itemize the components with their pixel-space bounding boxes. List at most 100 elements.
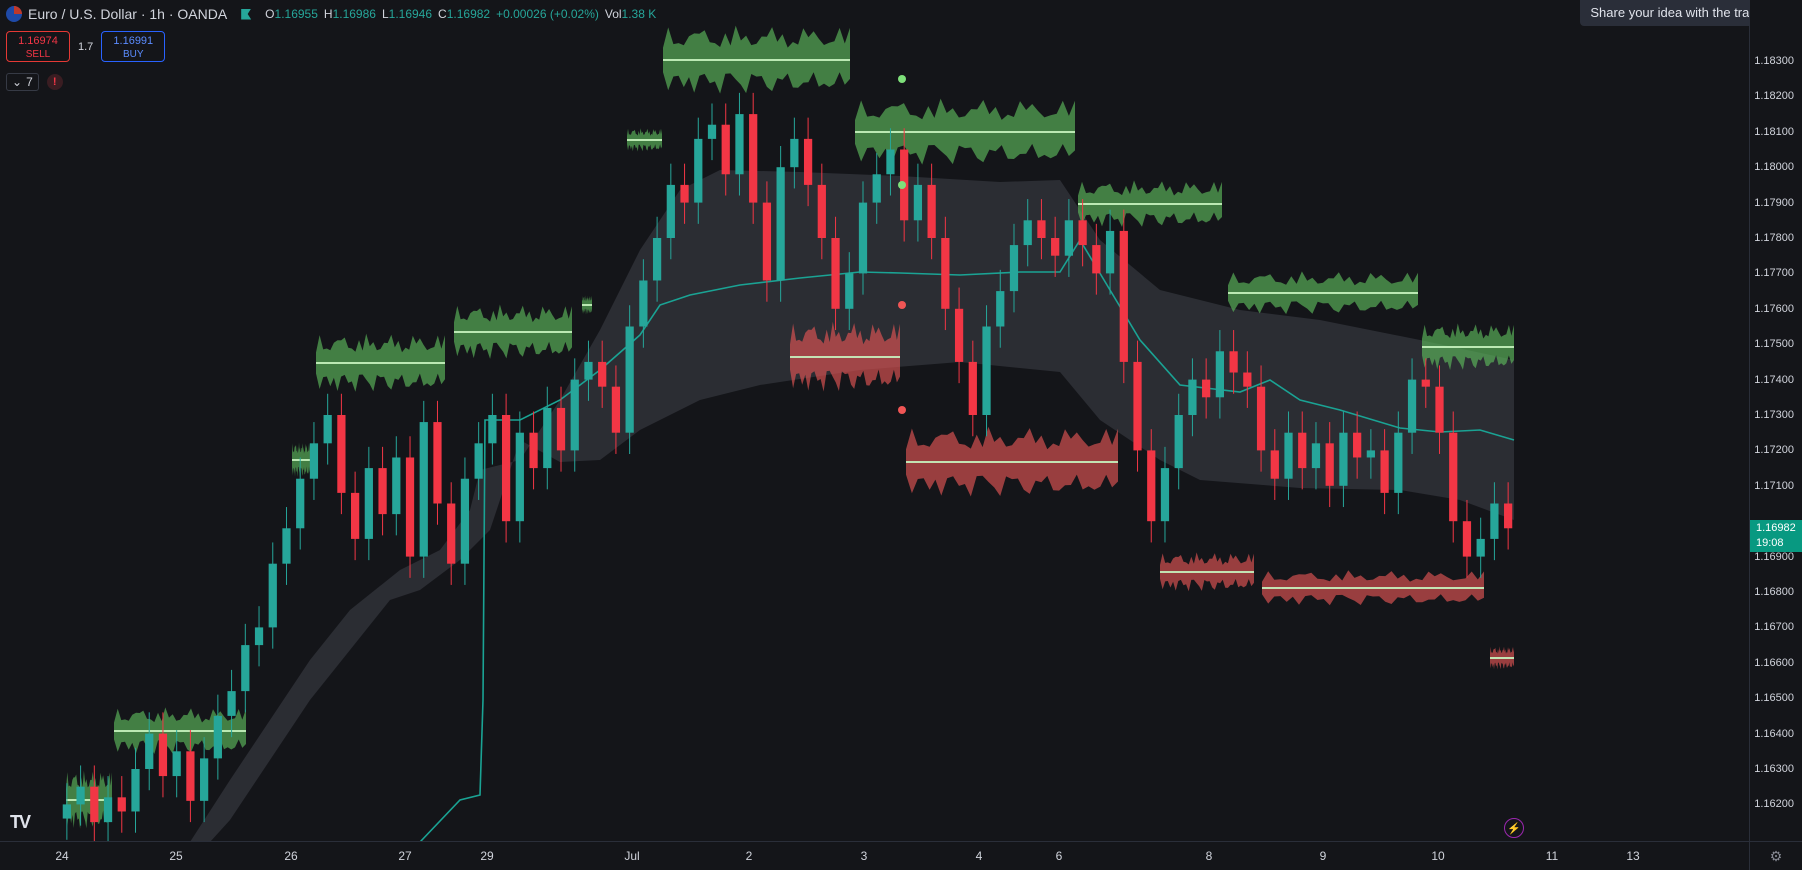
candle — [845, 273, 854, 309]
candle — [790, 138, 799, 168]
candle — [1449, 432, 1458, 522]
candle — [639, 280, 648, 327]
price-chart[interactable] — [0, 0, 1750, 842]
pivot-marker — [898, 301, 906, 309]
candle — [694, 138, 703, 203]
candle — [474, 443, 483, 479]
indicators-row: ⌄ 7 ! — [6, 73, 63, 91]
candle — [172, 751, 181, 777]
warning-icon[interactable]: ! — [46, 74, 63, 90]
trade-panel: 1.16974 SELL 1.7 1.16991 BUY — [6, 31, 166, 62]
candle — [378, 468, 387, 515]
candle — [1105, 230, 1115, 274]
time-tick: 2 — [745, 849, 753, 863]
candle — [1380, 450, 1389, 493]
candle — [1407, 379, 1417, 433]
candle — [515, 432, 524, 522]
candle — [954, 308, 964, 362]
candle — [460, 478, 470, 564]
candle — [570, 379, 579, 451]
candle — [1490, 503, 1499, 539]
candle — [186, 751, 195, 801]
time-tick: 27 — [398, 849, 412, 863]
candle — [76, 786, 85, 805]
candle — [803, 138, 813, 185]
candle — [556, 407, 566, 451]
candle — [1311, 443, 1321, 469]
time-tick: 8 — [1205, 849, 1213, 863]
buy-button[interactable]: 1.16991 BUY — [101, 31, 166, 62]
candle — [666, 184, 675, 238]
candle — [241, 645, 250, 692]
candle — [1215, 351, 1224, 398]
indicators-toggle[interactable]: ⌄ 7 — [6, 73, 39, 91]
price-tick: 1.18000 — [1754, 161, 1794, 174]
candle — [611, 386, 621, 433]
candle — [762, 202, 772, 281]
candle — [254, 627, 264, 646]
candle — [749, 114, 758, 203]
settings-gear-icon[interactable]: ⚙ — [1749, 841, 1802, 870]
price-tick: 1.16600 — [1754, 656, 1794, 669]
sell-button[interactable]: 1.16974 SELL — [6, 31, 70, 62]
candle — [364, 468, 373, 539]
candle — [996, 291, 1005, 327]
candle — [529, 432, 538, 469]
candle — [447, 503, 456, 564]
spread-value: 1.7 — [78, 40, 94, 53]
tradingview-logo[interactable]: TV — [10, 812, 31, 832]
candle — [543, 407, 552, 469]
candle — [652, 238, 662, 281]
candle — [1325, 443, 1334, 486]
chevron-down-icon: ⌄ — [12, 75, 23, 89]
price-tick: 1.18200 — [1754, 90, 1794, 103]
change-value: +0.00026 (+0.02%) — [496, 7, 599, 21]
candle — [1229, 351, 1238, 373]
candle — [1270, 450, 1279, 479]
price-tick: 1.18100 — [1754, 125, 1794, 138]
time-tick: 29 — [480, 849, 494, 863]
candle — [927, 184, 936, 238]
time-tick: 4 — [975, 849, 983, 863]
candle — [158, 733, 168, 777]
candle — [405, 457, 415, 557]
price-tick: 1.17300 — [1754, 409, 1794, 421]
candle — [1160, 468, 1170, 522]
candle — [62, 804, 71, 819]
candle — [1394, 432, 1403, 493]
price-tick: 1.16200 — [1754, 798, 1794, 811]
eurusd-flag-icon — [6, 6, 22, 22]
candle — [103, 797, 113, 823]
symbol-title[interactable]: Euro / U.S. Dollar · 1h · OANDA — [28, 6, 228, 22]
symbol-legend: Euro / U.S. Dollar · 1h · OANDA O1.16955… — [6, 6, 656, 22]
candle — [392, 457, 401, 515]
candle — [1188, 379, 1197, 415]
price-tick: 1.16400 — [1754, 727, 1794, 740]
price-tick: 1.16700 — [1754, 621, 1794, 634]
candle — [268, 563, 277, 628]
pivot-marker — [898, 181, 906, 189]
candle — [433, 422, 442, 504]
price-tick: 1.17800 — [1754, 232, 1794, 244]
candle — [584, 361, 593, 380]
candle — [1462, 521, 1472, 557]
candle — [1421, 379, 1430, 387]
moving-average-line — [419, 238, 1515, 842]
candle — [213, 715, 222, 759]
price-tick: 1.18300 — [1754, 55, 1794, 67]
candle — [735, 114, 744, 175]
market-status-flag-icon[interactable] — [241, 8, 252, 20]
lightning-icon[interactable]: ⚡ — [1504, 818, 1524, 838]
candle — [1147, 450, 1156, 522]
candle — [419, 422, 428, 557]
candle — [323, 415, 332, 444]
candle — [858, 202, 868, 274]
time-tick: 3 — [860, 849, 868, 863]
time-axis[interactable]: 24 25 26 27 29 Jul 2 3 4 6 8 9 10 11 13 — [0, 841, 1750, 870]
ohlc-values: O1.16955 H1.16986 L1.16946 C1.16982 +0.0… — [265, 7, 657, 21]
volatility-band — [190, 170, 1514, 842]
volume-label: Vol — [604, 7, 622, 21]
price-axis[interactable]: 1.18300 1.18200 1.18100 1.18000 1.17900 1.178… — [1749, 0, 1802, 842]
candle — [1202, 379, 1211, 398]
price-tick: 1.17700 — [1754, 267, 1794, 280]
